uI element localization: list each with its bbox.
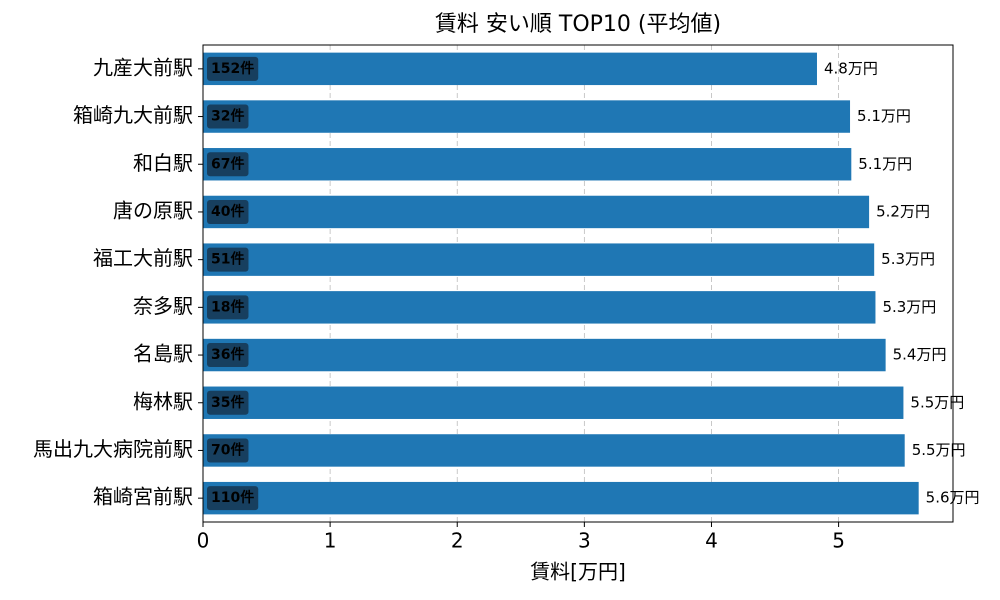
y-tick-label: 馬出九大病院前駅 [33,437,193,461]
bar [203,338,886,372]
value-label: 5.3万円 [882,298,936,316]
value-label: 5.1万円 [857,107,911,125]
value-label: 5.5万円 [912,441,966,459]
bar [203,434,905,467]
count-label: 70件 [211,441,244,458]
y-tick-label: 和白駅 [133,151,193,175]
count-badge [207,104,249,129]
y-tick-label: 名島駅 [133,342,193,366]
chart-title: 賃料 安い順 TOP10 (平均値) [435,12,721,37]
count-badge [207,56,259,81]
y-tick-label: 福工大前駅 [93,246,193,270]
count-badge [207,199,249,224]
y-tick-label: 箱崎宮前駅 [93,485,193,509]
count-badge [207,438,249,463]
bar [203,243,875,276]
y-tick-label: 梅林駅 [133,389,193,413]
count-badge [207,247,249,272]
value-label: 5.4万円 [893,346,947,364]
plot-frame [202,44,954,523]
x-tick-label: 0 [197,529,210,553]
count-label: 110件 [211,489,254,506]
bar [203,100,851,133]
value-label: 5.3万円 [881,250,935,268]
x-tick-label: 4 [705,529,718,553]
count-badge [207,390,249,415]
y-tick-label: 唐の原駅 [113,198,193,222]
y-tick-label: 九産大前駅 [93,55,193,79]
count-badge [207,343,249,368]
count-badge [207,295,249,320]
bar [203,195,870,229]
count-label: 152件 [211,60,254,77]
value-label: 5.5万円 [910,393,964,411]
y-tick-label: 箱崎九大前駅 [73,103,193,127]
value-label: 4.8万円 [824,59,878,77]
count-badge [207,152,249,177]
count-label: 67件 [211,155,244,172]
x-tick-label: 2 [451,529,464,553]
count-label: 36件 [211,346,244,363]
count-label: 51件 [211,251,244,268]
x-tick-label: 1 [324,529,337,553]
bar [203,386,904,419]
y-tick-label: 奈多駅 [133,294,193,318]
bar [203,481,919,515]
value-label: 5.2万円 [876,202,930,220]
count-badge [207,486,259,511]
x-tick-label: 3 [578,529,591,553]
bar [203,291,876,324]
x-axis-label: 賃料[万円] [530,560,626,584]
count-label: 35件 [211,394,244,411]
bar [203,52,817,86]
x-tick-label: 5 [832,529,845,553]
value-label: 5.1万円 [858,155,912,173]
count-label: 32件 [211,108,244,125]
count-label: 40件 [211,203,244,220]
count-label: 18件 [211,298,244,315]
bar [203,148,852,181]
